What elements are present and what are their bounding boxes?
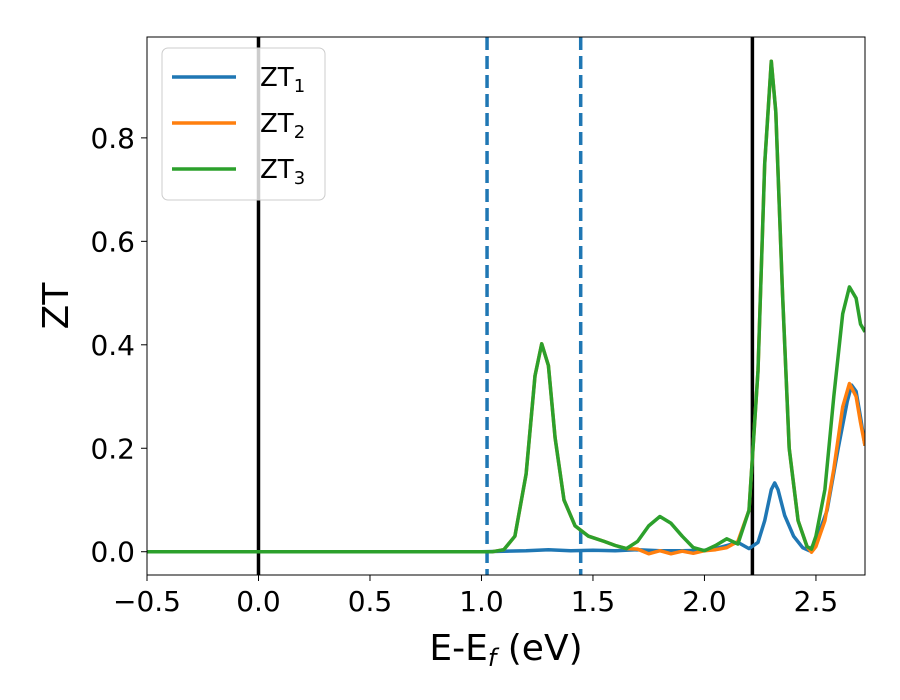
x-tick-label: −0.5: [113, 585, 181, 618]
plot-frame: [146, 36, 866, 576]
x-tick-label: 1.0: [459, 585, 504, 618]
y-tick-label: 0.8: [90, 122, 135, 155]
y-axis-label: ZT: [36, 282, 77, 330]
legend-label-zt1: ZT1: [260, 63, 305, 97]
x-tick-label: 0.0: [236, 585, 281, 618]
legend-label-zt2: ZT2: [260, 109, 305, 143]
legend: ZT1 ZT2 ZT3: [161, 47, 326, 201]
y-tick-label: 0.6: [90, 225, 135, 258]
series-line-zt3: [147, 59, 865, 554]
x-tick-label: 2.0: [682, 585, 727, 618]
series-layer: [147, 59, 865, 556]
x-tick-label: 0.5: [348, 585, 393, 618]
legend-label-zt3: ZT3: [260, 155, 305, 189]
legend-box: [161, 47, 326, 201]
x-axis-ticks: −0.5 0.0 0.5 1.0 1.5 2.0 2.5: [113, 575, 838, 618]
y-tick-label: 0.2: [90, 432, 135, 465]
x-axis-label: E-Ef (eV): [429, 628, 582, 672]
x-tick-label: 2.5: [794, 585, 839, 618]
x-tick-label: 1.5: [571, 585, 616, 618]
y-tick-label: 0.4: [90, 329, 135, 362]
y-tick-label: 0.0: [90, 536, 135, 569]
y-axis-ticks: 0.0 0.2 0.4 0.6 0.8: [90, 122, 147, 569]
